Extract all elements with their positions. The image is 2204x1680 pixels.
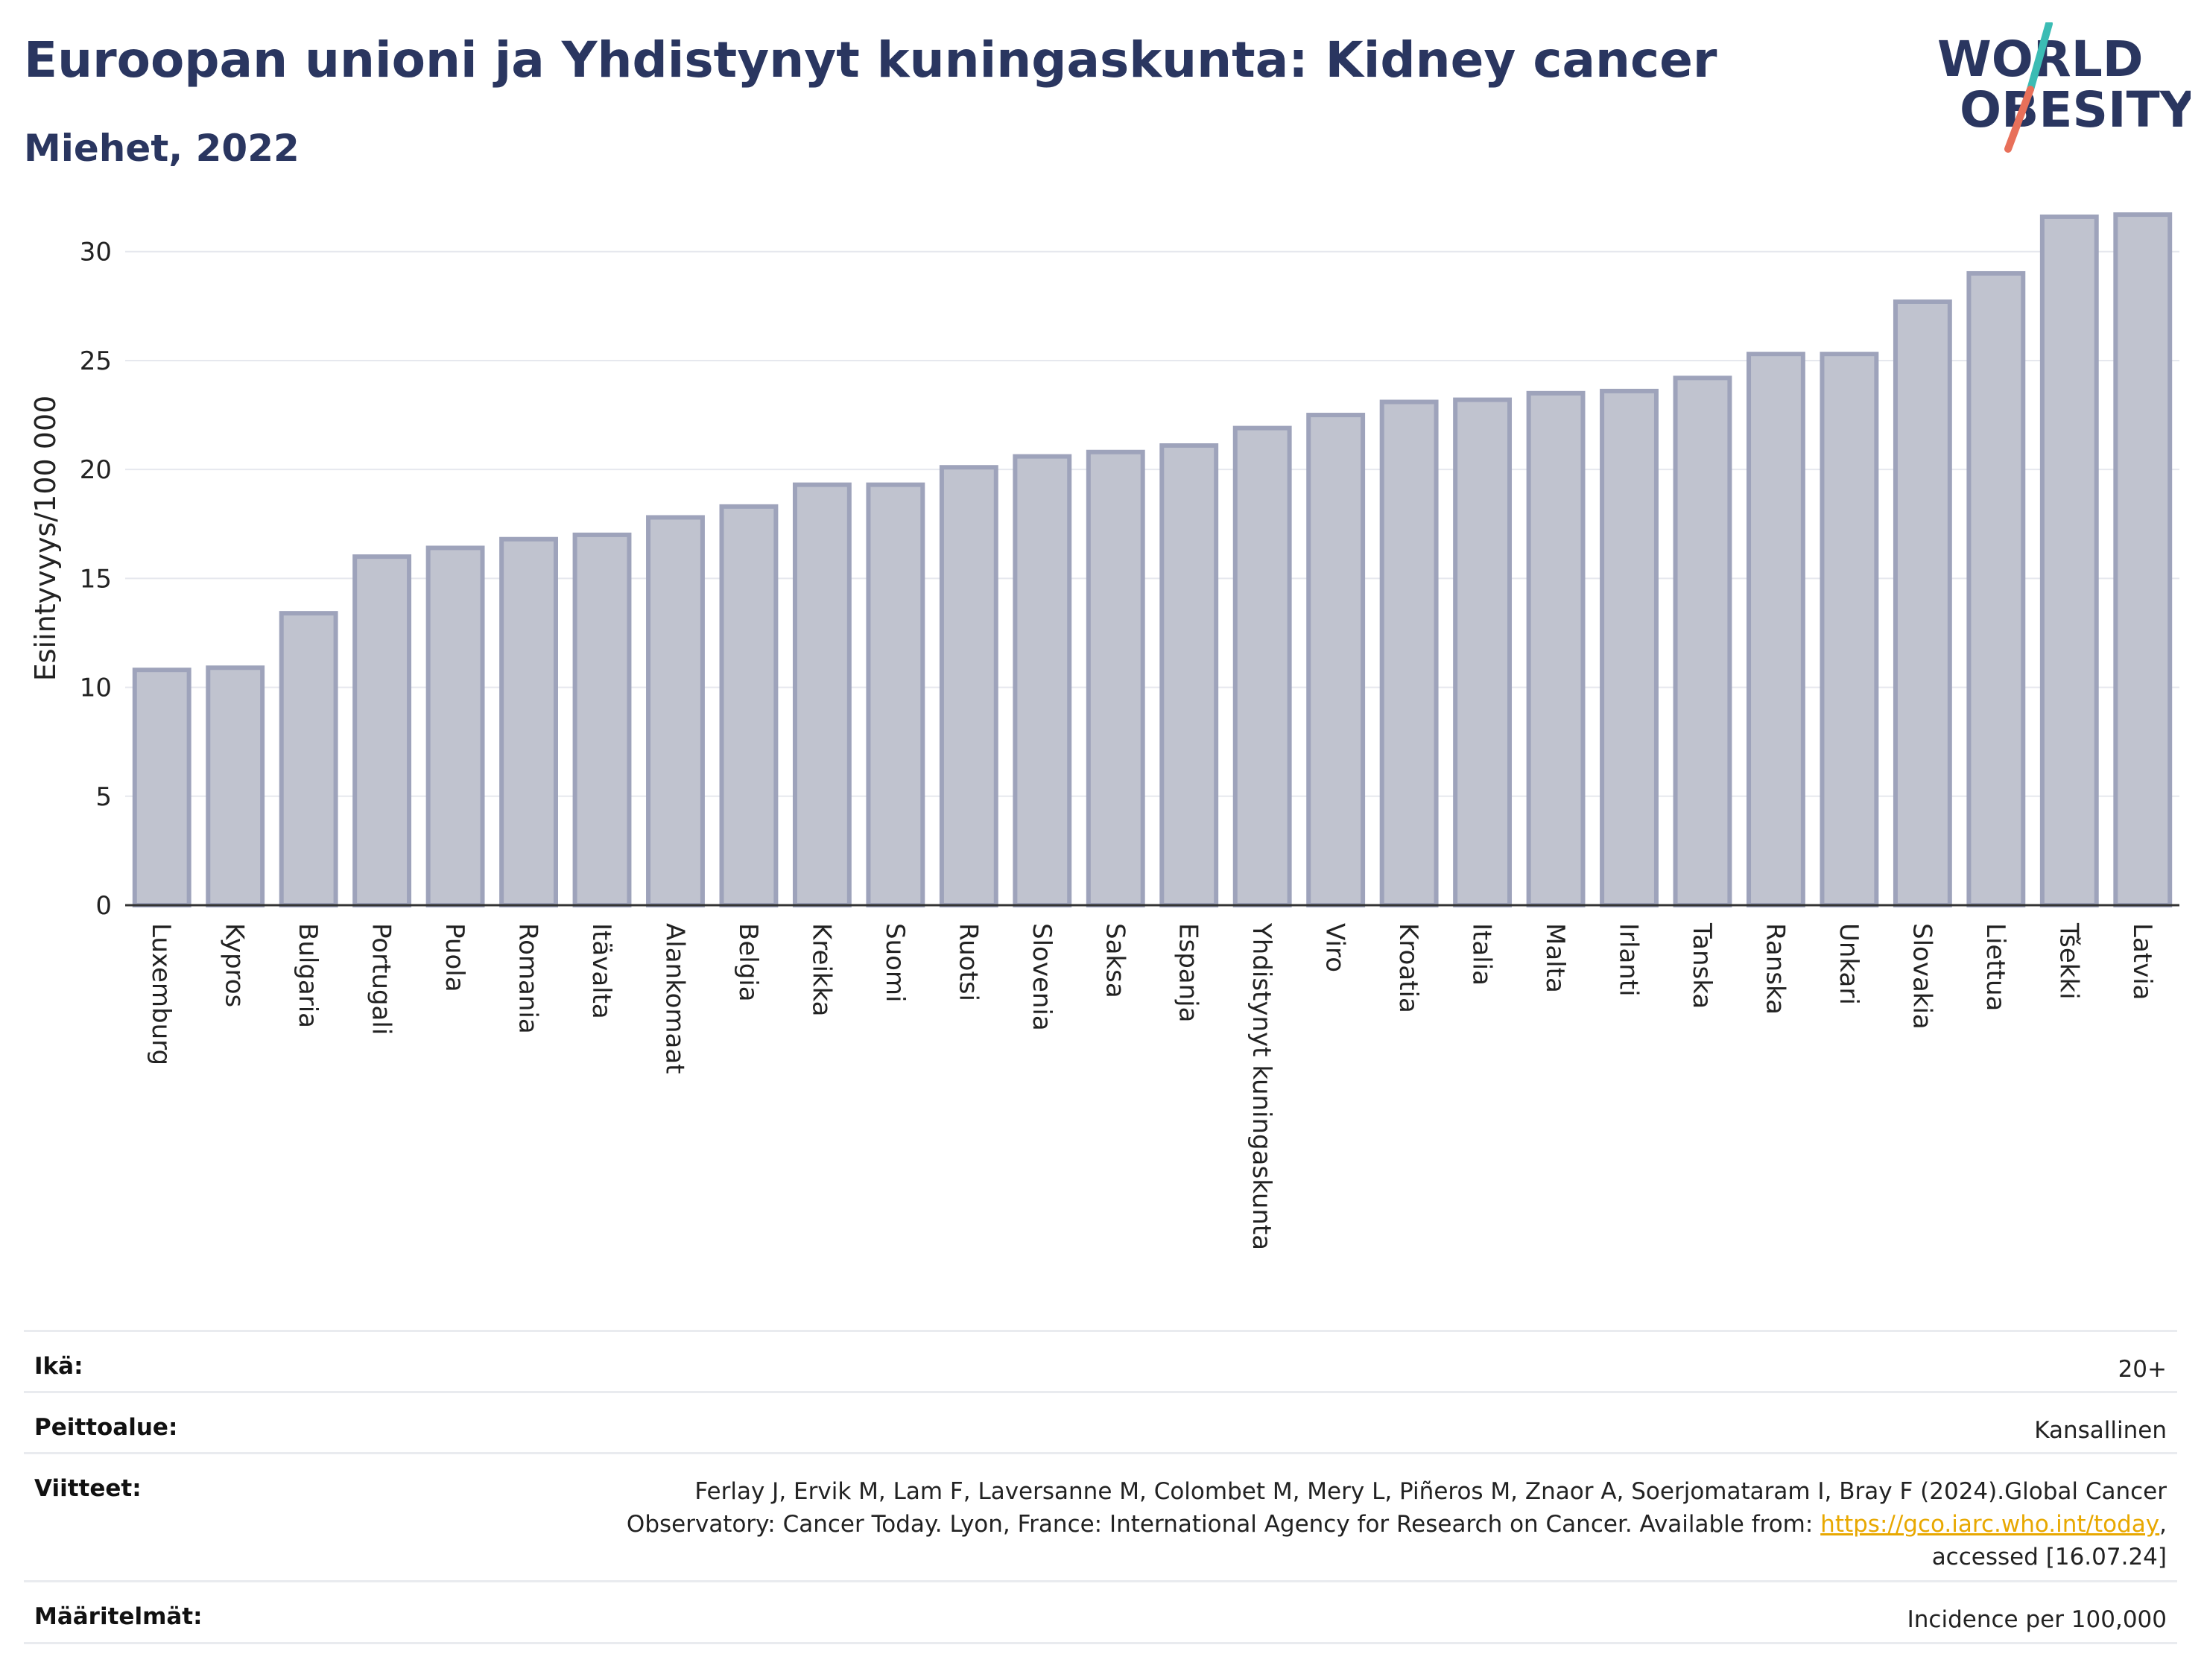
x-tick-label: Portugali (367, 923, 396, 1035)
logo-slash-top (2027, 22, 2053, 93)
bar (646, 515, 705, 907)
logo-slash-bottom (2004, 86, 2034, 153)
y-tick-labels: 0 5 10 15 20 25 30 (80, 238, 112, 921)
x-tick-label: Espanja (1174, 923, 1203, 1022)
bar (2113, 212, 2173, 907)
references-line2: Observatory: Cancer Today. Lyon, France:… (627, 1508, 2167, 1541)
x-tick-label: Romania (513, 923, 543, 1034)
bar (792, 482, 852, 907)
x-tick-label: Puola (440, 923, 469, 992)
age-label: Ikä: (34, 1353, 83, 1380)
x-tick-label: Yhdistynyt kuningaskunta (1247, 922, 1276, 1250)
bar (1379, 399, 1439, 907)
x-tick-label: Slovakia (1907, 923, 1937, 1030)
x-tick-label: Kreikka (806, 923, 836, 1017)
bar (572, 532, 632, 907)
bar (1086, 449, 1145, 907)
definitions-label: Määritelmät: (34, 1603, 203, 1630)
x-tick-label: Bulgaria (293, 923, 323, 1028)
x-tick-label: Saksa (1100, 923, 1130, 998)
info-table: Ikä: 20+ Peittoalue: Kansallinen Viittee… (24, 1330, 2177, 1644)
bar-chart: 0 5 10 15 20 25 30 Luxemburg Kypros Bulgaria Port… (29, 212, 2179, 1250)
bar (1159, 443, 1219, 907)
references-line2-end: , (2159, 1511, 2167, 1538)
bar (279, 611, 338, 907)
y-tick-label: 20 (80, 455, 112, 485)
info-row-definitions: Määritelmät: Incidence per 100,000 (24, 1580, 2177, 1644)
bar (719, 504, 779, 907)
x-tick-label: Malta (1540, 923, 1570, 993)
references-line2-text: Observatory: Cancer Today. Lyon, France:… (626, 1511, 1821, 1538)
x-tick-label: Latvia (2127, 923, 2157, 1001)
references-value: Ferlay J, Ervik M, Lam F, Laversanne M, … (627, 1475, 2167, 1573)
x-tick-label: Ruotsi (953, 923, 983, 1001)
references-line1: Ferlay J, Ervik M, Lam F, Laversanne M, … (694, 1478, 2167, 1505)
bar (1893, 299, 1952, 907)
x-tick-label: Viro (1320, 923, 1350, 972)
bar (499, 536, 558, 908)
x-tick-label: Tšekki (2053, 922, 2083, 1000)
y-axis-label: Esiintyvyys/100 000 (29, 396, 62, 682)
y-tick-label: 30 (80, 238, 112, 267)
bar (352, 554, 412, 907)
world-obesity-logo: WORLD OBESITY (1937, 22, 2191, 153)
x-tick-label: Itävalta (586, 923, 616, 1019)
x-tick-label: Italia (1467, 923, 1497, 986)
chart-title: Euroopan unioni ja Yhdistynyt kuningasku… (24, 31, 1717, 89)
bar (1600, 388, 1659, 907)
x-tick-label: Slovenia (1027, 923, 1057, 1031)
bar (132, 668, 191, 907)
references-line3: accessed [16.07.24] (1931, 1544, 2167, 1570)
logo-line2: OBESITY (1960, 81, 2191, 139)
coverage-value: Kansallinen (2034, 1417, 2167, 1444)
age-value: 20+ (2118, 1356, 2167, 1383)
bar (1306, 413, 1366, 907)
y-tick-label: 0 (95, 891, 112, 921)
bar (425, 545, 485, 907)
bar (1013, 454, 1072, 907)
x-tick-label: Ranska (1760, 923, 1790, 1015)
references-link[interactable]: https://gco.iarc.who.int/today (1820, 1511, 2160, 1538)
bar (1966, 270, 2026, 907)
bar (1453, 397, 1513, 907)
x-tick-label: Belgia (733, 923, 763, 1002)
bars (132, 212, 2173, 908)
x-tick-label: Kroatia (1393, 923, 1423, 1013)
info-row-coverage: Peittoalue: Kansallinen (24, 1391, 2177, 1453)
coverage-label: Peittoalue: (34, 1414, 178, 1441)
x-tick-label: Kypros (220, 923, 250, 1007)
bar (1820, 352, 1879, 907)
x-tick-label: Luxemburg (146, 923, 176, 1065)
x-tick-label: Irlanti (1614, 923, 1644, 997)
bar (1232, 425, 1292, 907)
x-tick-label: Tanska (1687, 922, 1717, 1009)
x-tick-label: Alankomaat (659, 923, 689, 1074)
x-tick-label: Suomi (880, 923, 910, 1003)
x-tick-labels: Luxemburg Kypros Bulgaria Portugali Puola Rom… (146, 922, 2157, 1250)
bar (1747, 352, 1805, 907)
y-tick-label: 25 (80, 346, 112, 376)
info-row-references: Viitteet: Ferlay J, Ervik M, Lam F, Lave… (24, 1452, 2177, 1581)
bar (2039, 214, 2099, 907)
references-label: Viitteet: (34, 1475, 142, 1502)
bar (206, 665, 265, 907)
bar (1526, 390, 1586, 907)
y-tick-label: 10 (80, 673, 112, 703)
bar (939, 465, 998, 907)
bar (866, 482, 925, 907)
bar (1673, 375, 1732, 908)
x-tick-label: Liettua (1980, 923, 2010, 1011)
y-tick-label: 5 (95, 782, 112, 812)
x-tick-label: Unkari (1834, 923, 1863, 1005)
chart-subtitle: Miehet, 2022 (24, 127, 300, 170)
definitions-value: Incidence per 100,000 (1907, 1606, 2167, 1633)
info-row-age: Ikä: 20+ (24, 1330, 2177, 1392)
y-tick-label: 15 (80, 564, 112, 594)
